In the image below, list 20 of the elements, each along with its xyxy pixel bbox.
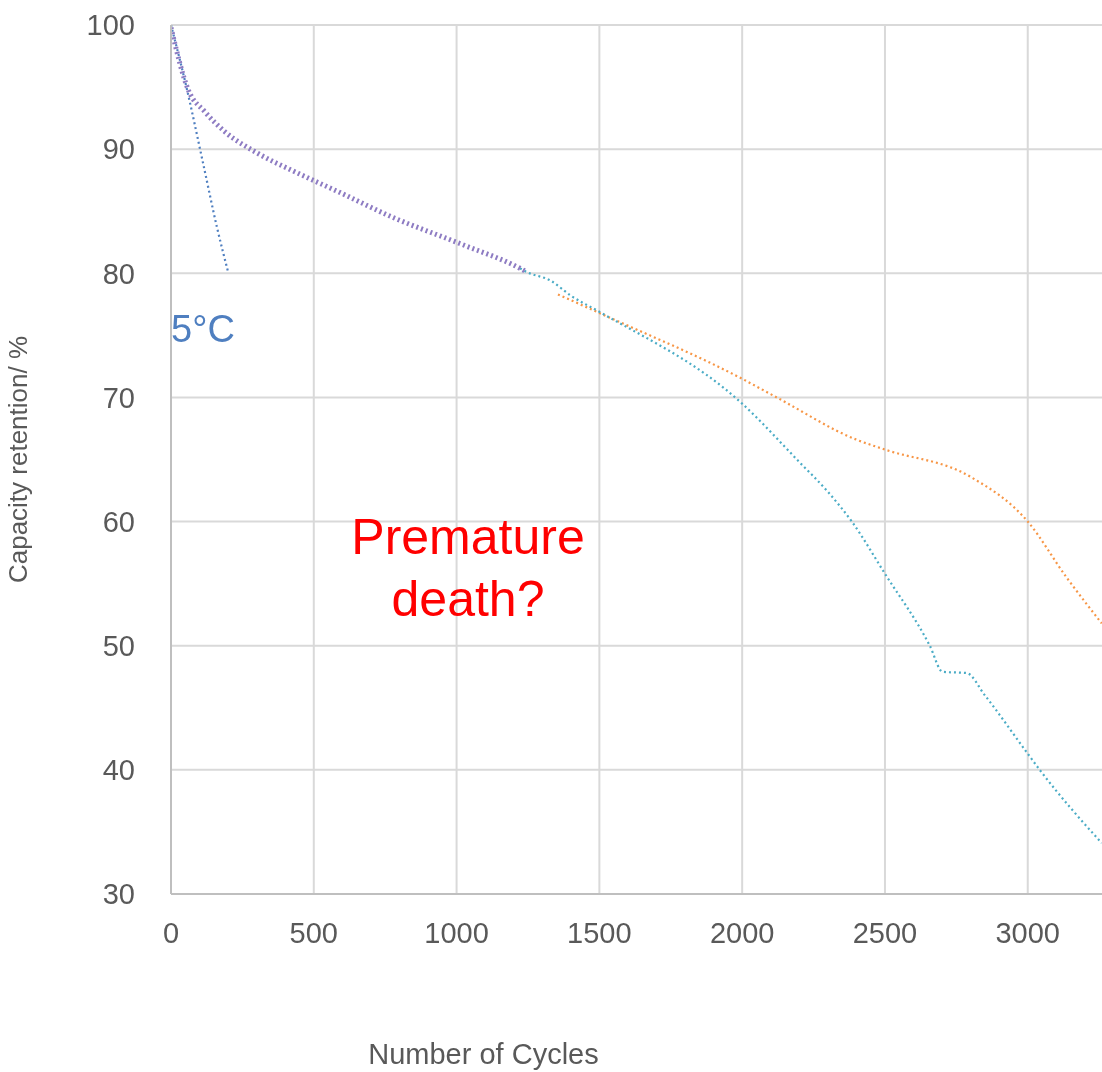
y-tick-label: 40 <box>102 754 135 787</box>
x-tick-label: 1500 <box>567 916 632 949</box>
y-tick-label: 30 <box>102 878 135 911</box>
x-tick-label: 2000 <box>709 916 775 949</box>
x-tick-label: 1000 <box>424 916 489 949</box>
y-tick-label: 80 <box>102 257 135 290</box>
y-tick-label: 100 <box>86 9 135 42</box>
y-axis-title: Capacity retention/ % <box>3 335 34 584</box>
x-tick-label: 0 <box>162 916 180 949</box>
x-axis-title: Number of Cycles <box>368 1038 599 1070</box>
x-tick-label: 3000 <box>995 916 1061 949</box>
x-tick-label: 500 <box>289 916 338 949</box>
line-series <box>171 25 230 274</box>
annotation: Premature death? <box>350 508 586 629</box>
series-label: 5°C <box>171 308 235 351</box>
y-tick-label: 50 <box>102 630 135 663</box>
y-tick-label: 60 <box>102 505 135 538</box>
y-tick-label: 90 <box>102 133 135 166</box>
x-tick-label: 2500 <box>852 916 918 949</box>
y-tick-label: 70 <box>102 381 135 414</box>
